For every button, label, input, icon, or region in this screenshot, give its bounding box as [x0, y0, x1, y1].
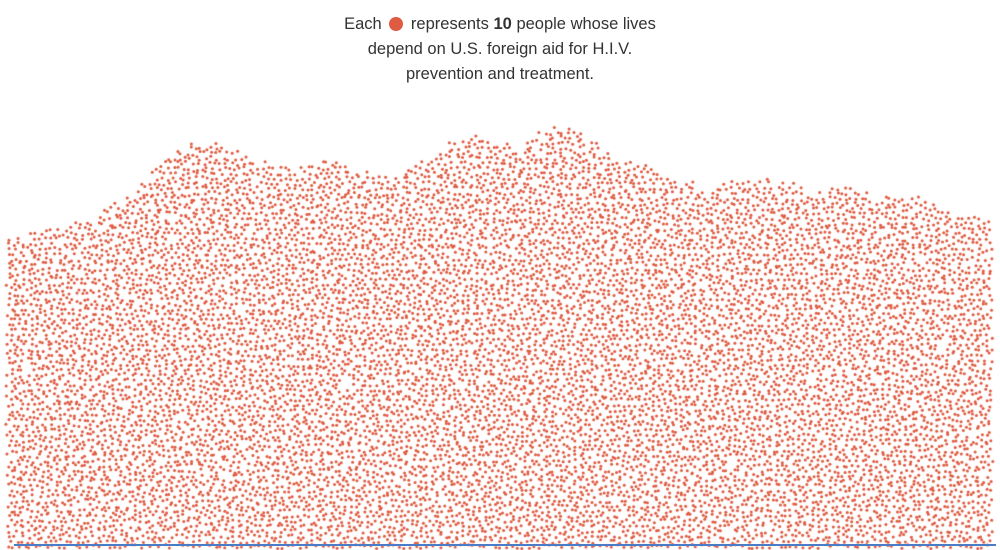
caption-unit-value: 10: [493, 15, 512, 33]
chart-caption: Each represents 10 people whose lives de…: [0, 12, 1000, 86]
caption-line-1: Each represents 10 people whose lives: [0, 12, 1000, 37]
caption-seg2: represents: [410, 15, 489, 33]
legend-dot-icon: [389, 17, 404, 31]
caption-line-3: prevention and treatment.: [405, 64, 595, 83]
caption-seg1: Each: [344, 15, 382, 33]
caption-seg3: people whose lives: [516, 15, 656, 33]
bottom-rule: [14, 544, 996, 546]
caption-line-2: depend on U.S. foreign aid for H.I.V.: [367, 39, 633, 58]
